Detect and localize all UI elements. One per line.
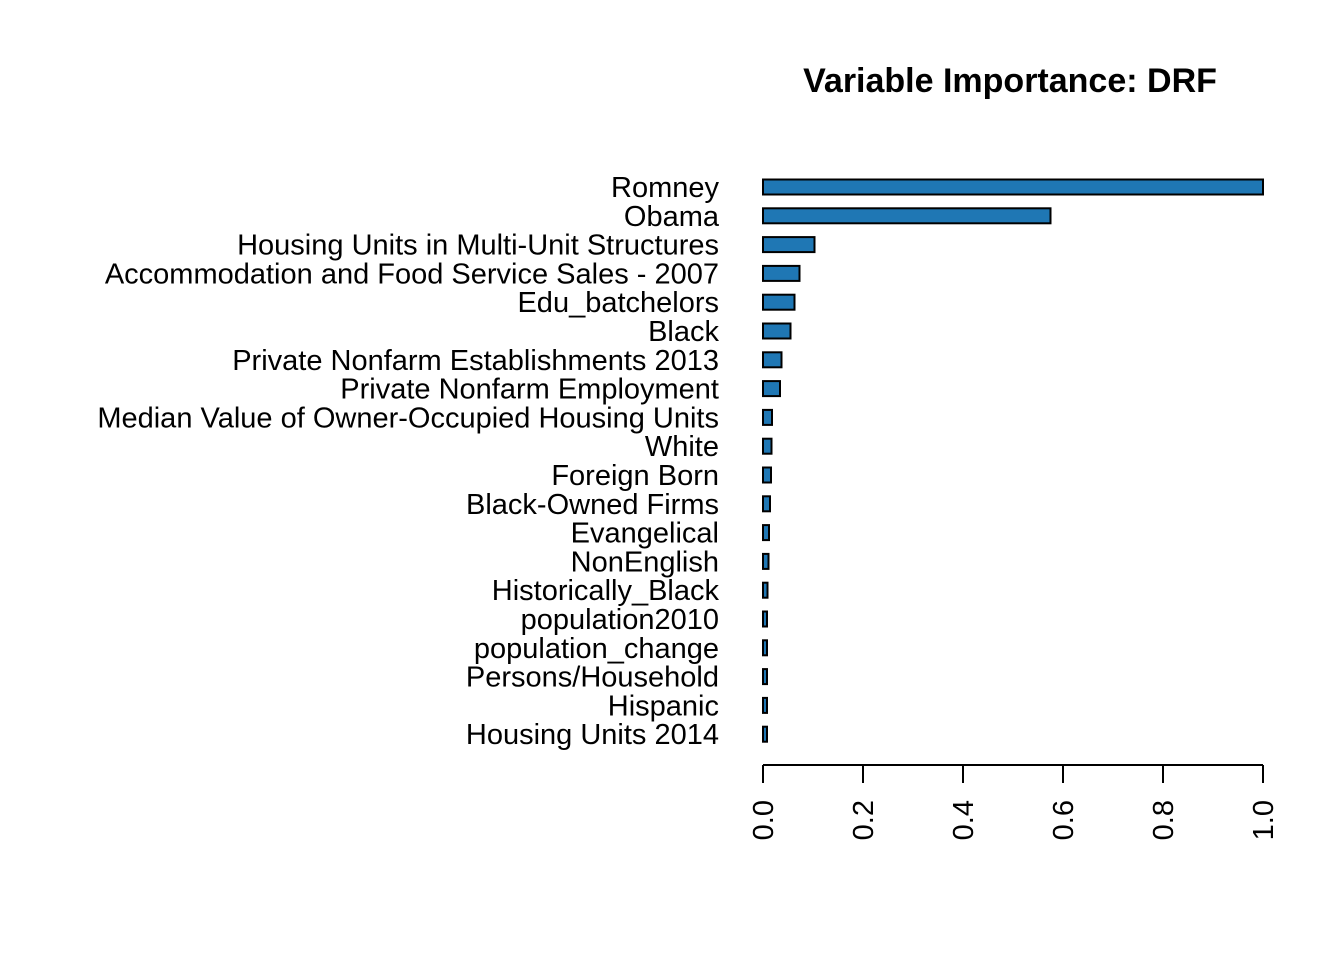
category-label: Historically_Black <box>492 575 720 607</box>
category-label: population2010 <box>521 604 719 636</box>
bar <box>762 351 783 369</box>
category-label: population_change <box>474 633 719 665</box>
category-label: Median Value of Owner-Occupied Housing U… <box>97 402 719 434</box>
bar <box>762 437 773 455</box>
bar <box>762 639 768 657</box>
bar <box>762 524 770 542</box>
category-label: Housing Units 2014 <box>466 719 719 751</box>
category-label: Housing Units in Multi-Unit Structures <box>237 230 719 262</box>
x-tick-label: 0.4 <box>948 800 980 840</box>
category-label: Persons/Household <box>466 662 719 694</box>
category-label: Black <box>648 316 719 348</box>
bar <box>762 408 773 426</box>
x-tick-label: 0.8 <box>1148 800 1180 840</box>
category-label: Romney <box>611 172 719 204</box>
bar <box>762 725 768 743</box>
bar <box>762 380 781 398</box>
bar <box>762 264 801 282</box>
bar <box>762 610 768 628</box>
category-label: Evangelical <box>571 518 719 550</box>
chart-title: Variable Importance: DRF <box>803 62 1217 100</box>
x-tick-label: 1.0 <box>1248 800 1280 840</box>
bar <box>762 552 770 570</box>
bar <box>762 236 816 254</box>
category-label: Hispanic <box>608 690 719 722</box>
category-label: Private Nonfarm Employment <box>340 374 719 406</box>
bar <box>762 495 771 513</box>
bar <box>762 696 768 714</box>
bar <box>762 178 1264 196</box>
category-label: Black-Owned Firms <box>466 489 719 521</box>
x-axis: 0.0 0.2 0.4 0.6 0.8 1.0 <box>748 764 1280 840</box>
category-label: Obama <box>624 201 720 233</box>
x-tick-label: 0.2 <box>848 800 880 840</box>
category-label: Foreign Born <box>551 460 719 492</box>
category-label: Accommodation and Food Service Sales - 2… <box>105 258 719 290</box>
category-label: White <box>645 431 719 463</box>
bar <box>762 668 768 686</box>
bar <box>762 293 796 311</box>
bar <box>762 322 792 340</box>
category-label: Private Nonfarm Establishments 2013 <box>232 345 719 377</box>
category-label: NonEnglish <box>571 546 719 578</box>
bar <box>762 207 1052 225</box>
x-tick-label: 0.0 <box>748 800 780 840</box>
bars-group <box>762 178 1264 743</box>
category-label: Edu_batchelors <box>517 287 719 319</box>
bar <box>762 466 772 484</box>
x-tick-label: 0.6 <box>1048 800 1080 840</box>
bar <box>762 581 769 599</box>
